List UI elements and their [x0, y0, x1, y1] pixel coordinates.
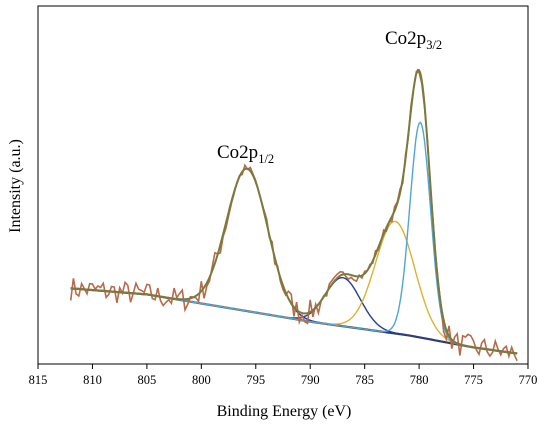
plot-curves [69, 68, 518, 362]
x-tick-label: 795 [246, 373, 265, 387]
x-axis-ticks: 815 810 805 800 795 790 785 780 775 770 [29, 364, 538, 387]
series-peak-0 [70, 168, 518, 355]
x-tick-label: 815 [29, 373, 48, 387]
x-tick-label: 790 [301, 373, 320, 387]
series-raw [69, 70, 518, 362]
series-envelope [70, 68, 518, 355]
x-axis-title: Binding Energy (eV) [217, 403, 352, 420]
x-tick-label: 810 [83, 373, 102, 387]
y-axis-title: Intensity (a.u.) [7, 139, 24, 233]
peak-label-co2p-3-2: Co2p3/2 [385, 28, 442, 52]
x-tick-label: 780 [410, 373, 429, 387]
x-tick-label: 775 [464, 373, 483, 387]
x-tick-label: 770 [519, 373, 538, 387]
x-tick-label: 800 [192, 373, 211, 387]
x-tick-label: 785 [355, 373, 374, 387]
x-tick-label: 805 [138, 373, 157, 387]
plot-border [37, 5, 529, 365]
peak-label-co2p-1-2: Co2p1/2 [217, 142, 274, 166]
plot-frame [37, 5, 529, 365]
series-peak-3 [70, 121, 518, 355]
